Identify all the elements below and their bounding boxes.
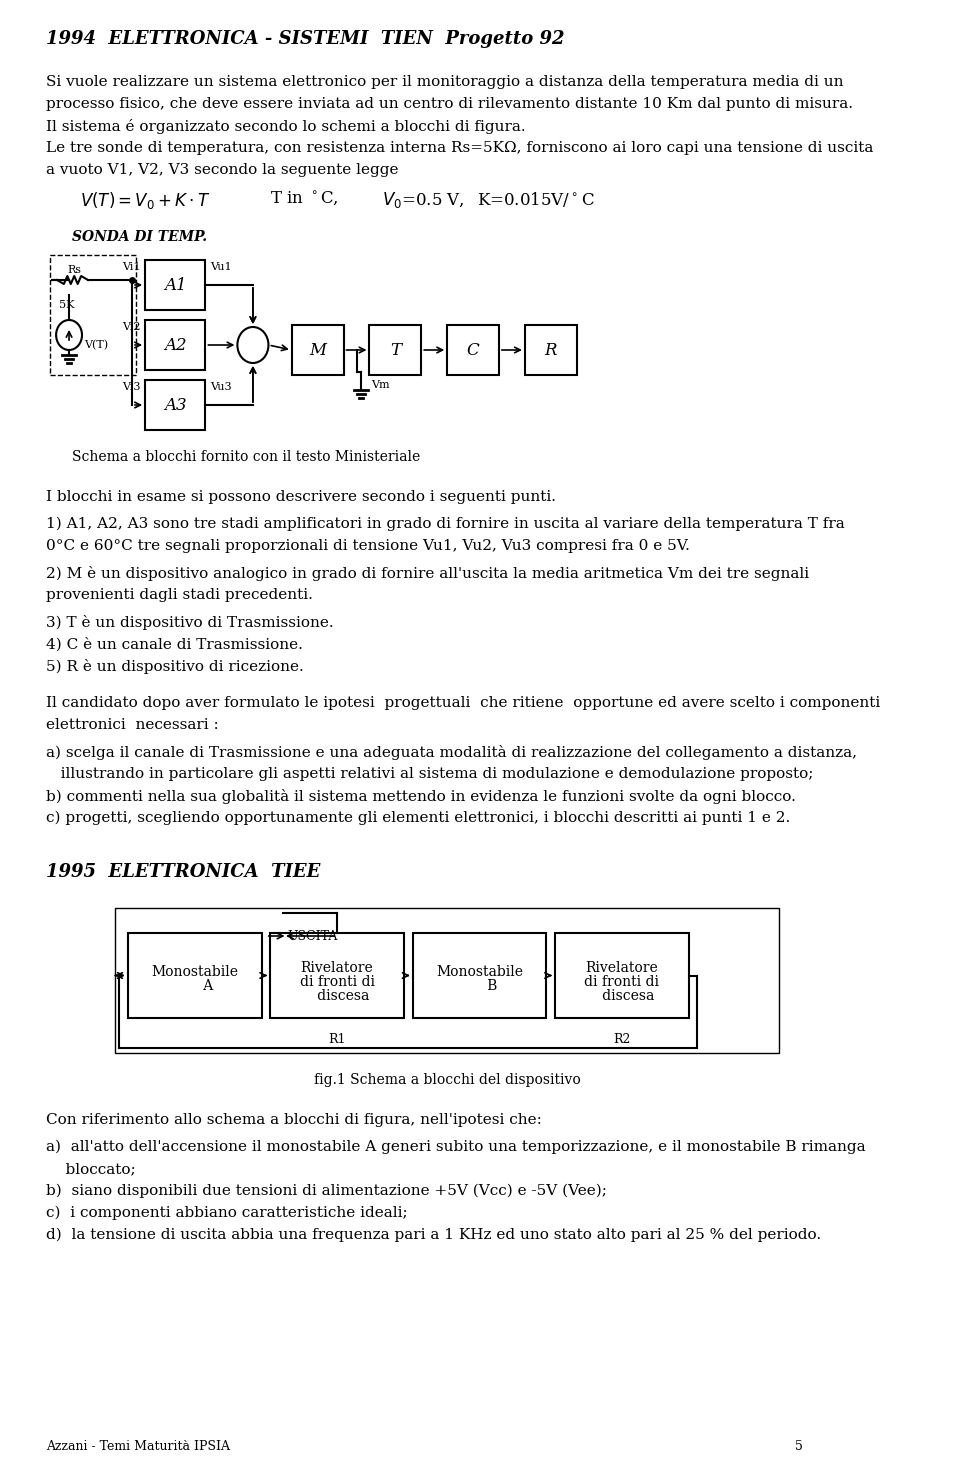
Text: Con riferimento allo schema a blocchi di figura, nell'ipotesi che:: Con riferimento allo schema a blocchi di… <box>46 1113 541 1126</box>
Text: R: R <box>544 341 557 359</box>
Text: b) commenti nella sua globalità il sistema mettendo in evidenza le funzioni svol: b) commenti nella sua globalità il siste… <box>46 789 796 804</box>
Text: 0°C e 60°C tre segnali proporzionali di tensione Vu1, Vu2, Vu3 compresi fra 0 e : 0°C e 60°C tre segnali proporzionali di … <box>46 538 689 553</box>
Text: 1) A1, A2, A3 sono tre stadi amplificatori in grado di fornire in uscita al vari: 1) A1, A2, A3 sono tre stadi amplificato… <box>46 516 845 531</box>
Bar <box>292 325 344 375</box>
Text: Vm: Vm <box>372 379 390 390</box>
Text: Le tre sonde di temperatura, con resistenza interna Rs=5KΩ, forniscono ai loro c: Le tre sonde di temperatura, con resiste… <box>46 142 874 155</box>
Text: d)  la tensione di uscita abbia una frequenza pari a 1 KHz ed uno stato alto par: d) la tensione di uscita abbia una frequ… <box>46 1228 821 1243</box>
Text: Schema a blocchi fornito con il testo Ministeriale: Schema a blocchi fornito con il testo Mi… <box>72 449 420 464</box>
Text: 5) R è un dispositivo di ricezione.: 5) R è un dispositivo di ricezione. <box>46 659 303 674</box>
Text: Vu3: Vu3 <box>209 382 231 392</box>
Text: 1994  ELETTRONICA - SISTEMI  TIEN  Progetto 92: 1994 ELETTRONICA - SISTEMI TIEN Progetto… <box>46 31 564 48</box>
Text: R1: R1 <box>328 1033 346 1046</box>
Text: T: T <box>390 341 401 359</box>
Text: A: A <box>177 979 213 994</box>
Text: c)  i componenti abbiano caratteristiche ideali;: c) i componenti abbiano caratteristiche … <box>46 1207 407 1220</box>
Text: SONDA DI TEMP.: SONDA DI TEMP. <box>72 231 206 244</box>
Text: di fronti di: di fronti di <box>585 976 660 989</box>
Text: K=0.015V/$^\circ$C: K=0.015V/$^\circ$C <box>477 190 595 209</box>
Text: Monostabile: Monostabile <box>151 964 238 979</box>
Text: fig.1 Schema a blocchi del dispositivo: fig.1 Schema a blocchi del dispositivo <box>314 1072 581 1087</box>
Text: Si vuole realizzare un sistema elettronico per il monitoraggio a distanza della : Si vuole realizzare un sistema elettroni… <box>46 74 843 89</box>
Text: 4) C è un canale di Trasmissione.: 4) C è un canale di Trasmissione. <box>46 638 302 651</box>
Bar <box>447 325 499 375</box>
Bar <box>555 932 689 1018</box>
Text: V(T): V(T) <box>84 340 108 350</box>
Text: 5: 5 <box>795 1440 803 1453</box>
Text: 1995  ELETTRONICA  TIEE: 1995 ELETTRONICA TIEE <box>46 864 320 881</box>
Text: Rivelatore: Rivelatore <box>586 961 659 976</box>
Text: processo fisico, che deve essere inviata ad un centro di rilevamento distante 10: processo fisico, che deve essere inviata… <box>46 96 852 111</box>
Text: 2) M è un dispositivo analogico in grado di fornire all'uscita la media aritmeti: 2) M è un dispositivo analogico in grado… <box>46 566 809 581</box>
Text: a)  all'atto dell'accensione il monostabile A generi subito una temporizzazione,: a) all'atto dell'accensione il monostabi… <box>46 1139 865 1154</box>
Text: M: M <box>309 341 326 359</box>
Text: $V(T) = V_0 + K \cdot T$: $V(T) = V_0 + K \cdot T$ <box>81 190 211 212</box>
Text: Azzani - Temi Maturità IPSIA: Azzani - Temi Maturità IPSIA <box>46 1440 229 1453</box>
Text: Rivelatore: Rivelatore <box>300 961 373 976</box>
Text: R2: R2 <box>613 1033 631 1046</box>
Text: Rs: Rs <box>67 266 82 274</box>
Bar <box>145 320 205 371</box>
Bar <box>115 907 780 1053</box>
Text: Vi1: Vi1 <box>122 263 141 271</box>
Text: USCITA: USCITA <box>287 929 338 943</box>
Bar <box>145 260 205 309</box>
Text: B: B <box>462 979 497 994</box>
Text: di fronti di: di fronti di <box>300 976 374 989</box>
Bar <box>370 325 421 375</box>
Bar <box>525 325 577 375</box>
Text: discesa: discesa <box>589 989 655 1004</box>
Bar <box>270 932 404 1018</box>
Text: c) progetti, scegliendo opportunamente gli elementi elettronici, i blocchi descr: c) progetti, scegliendo opportunamente g… <box>46 811 790 826</box>
Bar <box>128 932 261 1018</box>
Text: Vu1: Vu1 <box>209 263 231 271</box>
Text: provenienti dagli stadi precedenti.: provenienti dagli stadi precedenti. <box>46 588 313 603</box>
Text: Vi3: Vi3 <box>122 382 141 392</box>
Text: A3: A3 <box>164 397 186 413</box>
Text: illustrando in particolare gli aspetti relativi al sistema di modulazione e demo: illustrando in particolare gli aspetti r… <box>46 767 813 781</box>
Text: Il sistema é organizzato secondo lo schemi a blocchi di figura.: Il sistema é organizzato secondo lo sche… <box>46 120 525 134</box>
Text: C: C <box>467 341 479 359</box>
Bar <box>50 255 136 375</box>
Text: T in $^\circ$C,: T in $^\circ$C, <box>270 190 339 209</box>
Text: b)  siano disponibili due tensioni di alimentazione +5V (Vcc) e -5V (Vee);: b) siano disponibili due tensioni di ali… <box>46 1185 607 1198</box>
Text: A1: A1 <box>164 277 186 293</box>
Text: Monostabile: Monostabile <box>436 964 523 979</box>
Text: discesa: discesa <box>304 989 370 1004</box>
Text: bloccato;: bloccato; <box>46 1161 135 1176</box>
Bar <box>413 932 546 1018</box>
Text: A2: A2 <box>164 337 186 353</box>
Text: I blocchi in esame si possono descrivere secondo i seguenti punti.: I blocchi in esame si possono descrivere… <box>46 490 556 503</box>
Text: a vuoto V1, V2, V3 secondo la seguente legge: a vuoto V1, V2, V3 secondo la seguente l… <box>46 163 398 177</box>
Text: 3) T è un dispositivo di Trasmissione.: 3) T è un dispositivo di Trasmissione. <box>46 616 333 630</box>
Text: elettronici  necessari :: elettronici necessari : <box>46 718 219 732</box>
Bar <box>145 379 205 430</box>
Text: Vi2: Vi2 <box>122 322 141 333</box>
Text: 5K: 5K <box>59 301 74 309</box>
Text: a) scelga il canale di Trasmissione e una adeguata modalità di realizzazione del: a) scelga il canale di Trasmissione e un… <box>46 746 856 760</box>
Text: $V_0$=0.5 V,: $V_0$=0.5 V, <box>382 190 465 210</box>
Text: Il candidato dopo aver formulato le ipotesi  progettuali  che ritiene  opportune: Il candidato dopo aver formulato le ipot… <box>46 696 880 711</box>
